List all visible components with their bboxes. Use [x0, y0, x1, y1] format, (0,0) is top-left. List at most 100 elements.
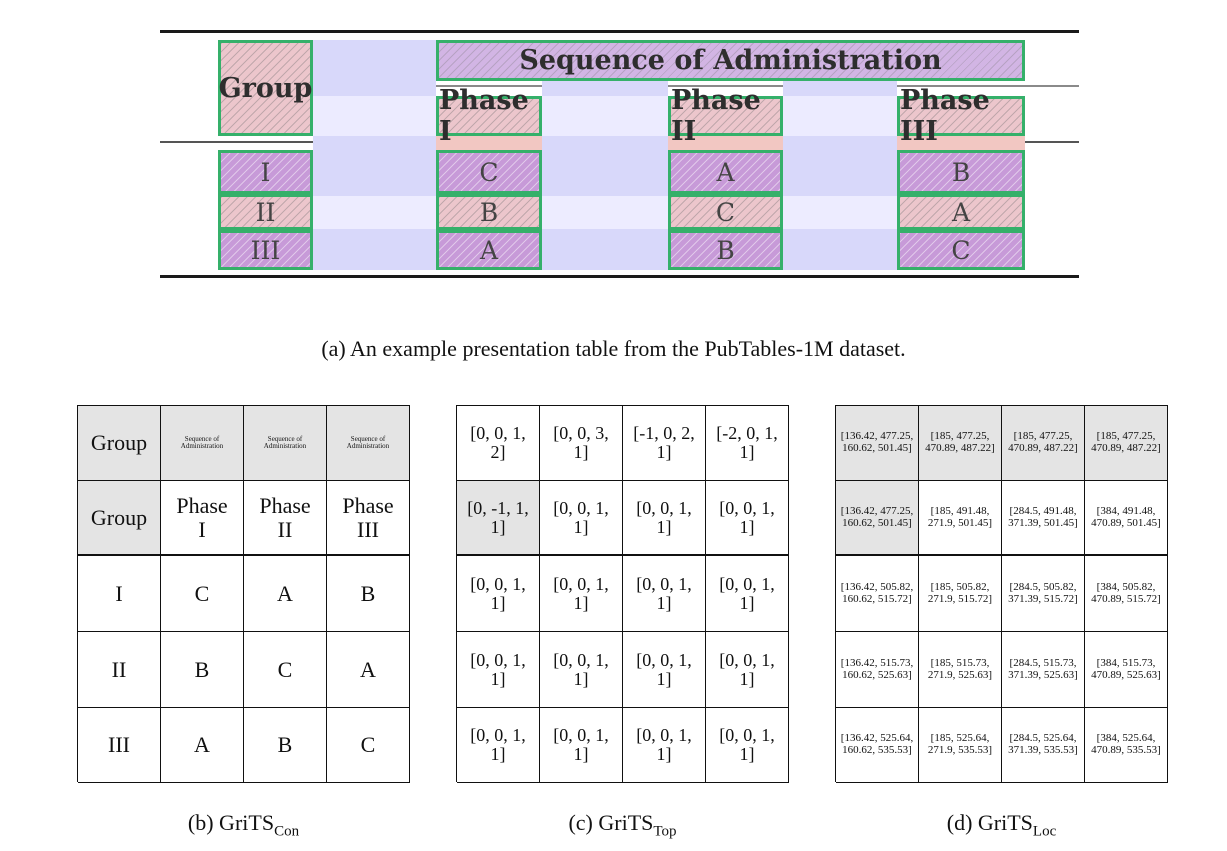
grid-cell: [-2, 0, 1, 1] [706, 406, 789, 481]
caption-d: (d) GriTSLoc [835, 810, 1168, 840]
figure-a-presentation-table: Group Sequence of Administration Phase I… [0, 0, 1227, 300]
caption-a: (a) An example presentation table from t… [321, 336, 906, 361]
group-label: II [255, 197, 276, 227]
grid-cell: [136.42, 477.25, 160.62, 501.45] [836, 481, 919, 556]
group-header-cell: Group [218, 40, 313, 136]
grid-cell: [0, 0, 1, 1] [540, 632, 623, 708]
body-cell: B [897, 150, 1025, 194]
grid-cell: [0, 0, 1, 1] [706, 556, 789, 632]
grid-cell: [284.5, 491.48, 371.39, 501.45] [1002, 481, 1085, 556]
top-rule [160, 30, 1079, 33]
grid-cell: [384, 505.82, 470.89, 515.72] [1085, 556, 1168, 632]
cell-text: C [479, 157, 499, 187]
grid-cell: I [78, 556, 161, 632]
cell-text: B [716, 235, 735, 265]
group-cell-3: III [218, 230, 313, 270]
grid-cell: A [161, 708, 244, 783]
header-tint-1 [436, 135, 542, 151]
grid-cell: [0, 0, 1, 1] [623, 556, 706, 632]
grid-cell: [136.42, 515.73, 160.62, 525.63] [836, 632, 919, 708]
grits-top-grid: [0, 0, 1, 2] [0, 0, 3, 1] [-1, 0, 2, 1] … [456, 405, 789, 783]
grid-cell: Sequence of Administration [327, 406, 410, 481]
caption-b-sub: Con [274, 823, 300, 840]
grid-cell: [0, 0, 1, 1] [457, 556, 540, 632]
grid-cell: Phase III [327, 481, 410, 556]
group-label: I [260, 157, 271, 187]
grid-cell: [185, 477.25, 470.89, 487.22] [919, 406, 1002, 481]
cell-text: C [951, 235, 971, 265]
grid-cell: [384, 525.64, 470.89, 535.53] [1085, 708, 1168, 783]
grid-cell: A [244, 556, 327, 632]
cell-text: A [479, 235, 499, 265]
body-cell: C [897, 230, 1025, 270]
grid-cell: [0, 0, 3, 1] [540, 406, 623, 481]
phase-header-2: Phase II [668, 85, 783, 147]
phase-header-text: Phase II [671, 85, 761, 147]
grid-cell: [136.42, 525.64, 160.62, 535.53] [836, 708, 919, 783]
phase-header-text: Phase I [439, 85, 529, 147]
grid-cell: [136.42, 477.25, 160.62, 501.45] [836, 406, 919, 481]
caption-b: (b) GriTSCon [77, 810, 410, 840]
grid-cell: B [327, 556, 410, 632]
cell-text: C [715, 197, 736, 227]
group-cell-2: II [218, 194, 313, 230]
grid-cell: [284.5, 505.82, 371.39, 515.72] [1002, 556, 1085, 632]
grid-cell: III [78, 708, 161, 783]
caption-d-main: (d) GriTS [946, 810, 1033, 835]
grits-con-grid: Group Sequence of Administration Sequenc… [77, 405, 410, 783]
header-mid-rule [370, 85, 1079, 87]
cell-text: B [479, 197, 499, 227]
grid-cell: [0, 0, 1, 1] [623, 632, 706, 708]
column-band-2 [313, 40, 436, 270]
phase-header-1: Phase I [436, 85, 542, 147]
group-label: III [250, 235, 281, 265]
grid-cell: [0, 0, 1, 1] [706, 632, 789, 708]
grid-cell: [0, 0, 1, 1] [540, 708, 623, 783]
body-cell: A [897, 194, 1025, 230]
phase-header-3: Phase III [897, 85, 1025, 147]
grid-cell: Sequence of Administration [161, 406, 244, 481]
grid-cell: Sequence of Administration [244, 406, 327, 481]
group-header-text: Group [218, 72, 313, 104]
group-cell-1: I [218, 150, 313, 194]
grid-cell: [0, 0, 1, 1] [457, 708, 540, 783]
body-cell: A [668, 150, 783, 194]
body-cell: C [668, 194, 783, 230]
grid-cell: [0, 0, 1, 1] [540, 556, 623, 632]
header-tint-2 [668, 135, 783, 151]
caption-d-sub: Loc [1032, 823, 1057, 840]
bottom-rule [160, 275, 1079, 278]
body-cell: A [436, 230, 542, 270]
sequence-header-cell: Sequence of Administration [436, 40, 1025, 81]
grid-cell: B [161, 632, 244, 708]
grid-cell: Phase II [244, 481, 327, 556]
grid-cell: [185, 491.48, 271.9, 501.45] [919, 481, 1002, 556]
caption-c-sub: Top [653, 823, 677, 840]
grid-cell: [0, 0, 1, 1] [540, 481, 623, 556]
grid-cell: [136.42, 505.82, 160.62, 515.72] [836, 556, 919, 632]
grid-cell: Group [78, 406, 161, 481]
grid-cell: [-1, 0, 2, 1] [623, 406, 706, 481]
grits-loc-grid: [136.42, 477.25, 160.62, 501.45] [185, 4… [835, 405, 1168, 783]
grid-cell: Phase I [161, 481, 244, 556]
header-tint-3 [897, 135, 1025, 151]
grid-cell: [284.5, 515.73, 371.39, 525.63] [1002, 632, 1085, 708]
grid-cell: [0, 0, 1, 1] [706, 481, 789, 556]
grid-cell: B [244, 708, 327, 783]
grid-cell: A [327, 632, 410, 708]
grid-cell: [284.5, 525.64, 371.39, 535.53] [1002, 708, 1085, 783]
grid-cell: [185, 525.64, 271.9, 535.53] [919, 708, 1002, 783]
body-cell: B [668, 230, 783, 270]
grid-cell: [185, 477.25, 470.89, 487.22] [1002, 406, 1085, 481]
grid-cell: C [161, 556, 244, 632]
caption-c: (c) GriTSTop [456, 810, 789, 840]
cell-text: A [716, 157, 735, 187]
body-cell: B [436, 194, 542, 230]
caption-b-main: (b) GriTS [187, 810, 275, 835]
grid-cell: C [327, 708, 410, 783]
grid-cell: II [78, 632, 161, 708]
grid-cell: [0, -1, 1, 1] [457, 481, 540, 556]
grid-cell: [185, 505.82, 271.9, 515.72] [919, 556, 1002, 632]
grid-cell: [185, 477.25, 470.89, 487.22] [1085, 406, 1168, 481]
caption-c-main: (c) GriTS [568, 810, 654, 835]
